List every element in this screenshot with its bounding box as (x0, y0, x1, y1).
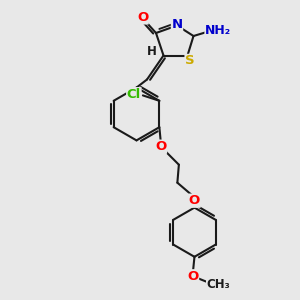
Text: Cl: Cl (127, 88, 141, 101)
Text: O: O (189, 194, 200, 207)
Text: S: S (185, 54, 195, 68)
Text: NH₂: NH₂ (205, 24, 231, 37)
Text: H: H (147, 45, 157, 58)
Text: O: O (137, 11, 148, 24)
Text: O: O (187, 270, 199, 283)
Text: CH₃: CH₃ (207, 278, 230, 291)
Text: N: N (171, 18, 183, 32)
Text: O: O (155, 140, 166, 153)
